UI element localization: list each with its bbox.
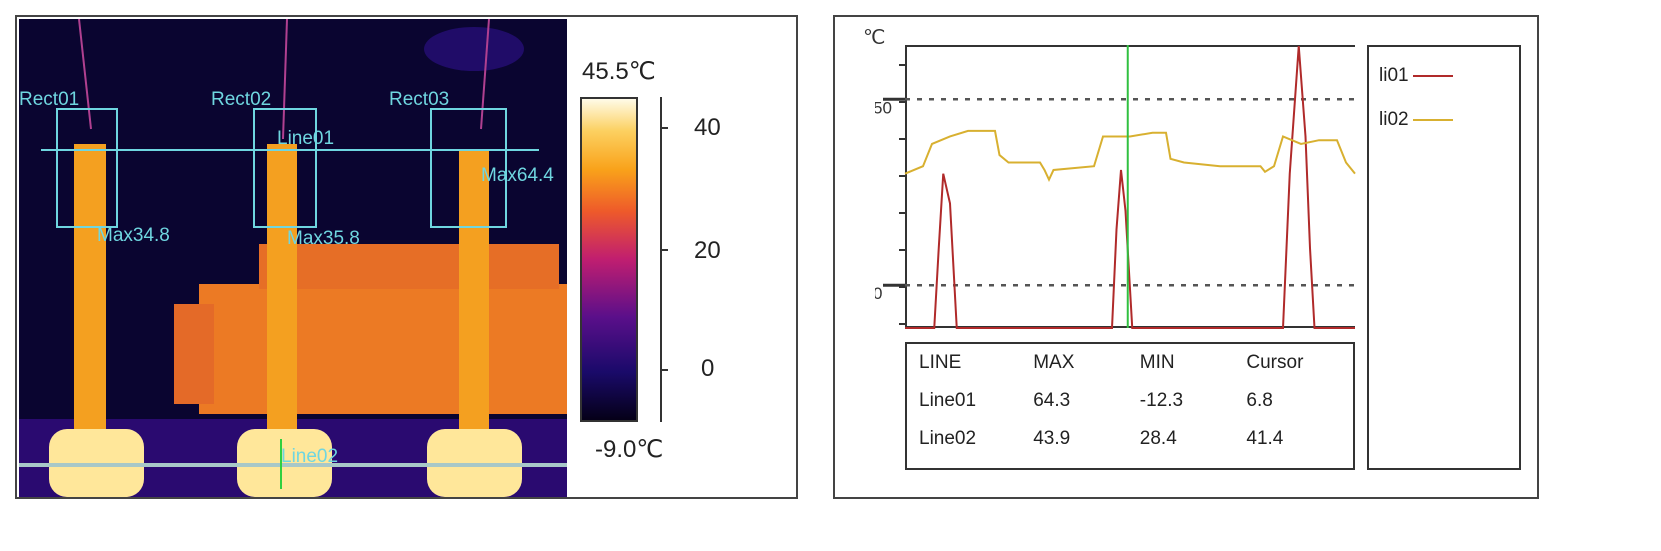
legend-item-li02: li02: [1379, 109, 1453, 131]
legend-label: li01: [1379, 65, 1409, 86]
series-line-li02: [904, 129, 1356, 182]
scale-tick: 40: [694, 114, 721, 141]
column-header: LINE: [919, 352, 962, 373]
profile-plot[interactable]: [905, 45, 1355, 328]
max-label: Max64.4: [481, 165, 554, 186]
cell: 64.3: [1033, 390, 1071, 411]
y-axis-unit: ℃: [863, 27, 886, 49]
line-label: Line02: [281, 446, 338, 467]
legend-item-li01: li01: [1379, 65, 1453, 87]
region-label: Rect01: [19, 89, 79, 110]
chart-legend: li01 li02: [1367, 45, 1521, 470]
table-header: LINE MAX MIN Cursor: [907, 344, 1353, 382]
color-scale-bar: [580, 97, 638, 422]
thermal-image[interactable]: Rect01 Rect02 Rect03 Max34.8 Max35.8 Max…: [19, 19, 567, 497]
max-label: Max35.8: [287, 228, 360, 249]
stats-table: LINE MAX MIN Cursor Line01 64.3 -12.3 6.…: [905, 342, 1355, 470]
legend-swatch: [1412, 119, 1453, 121]
line-label: Line01: [277, 128, 334, 149]
cell: 28.4: [1139, 428, 1177, 449]
column-header: MIN: [1139, 352, 1175, 373]
max-label: Max34.8: [97, 225, 170, 246]
table-row: Line01 64.3 -12.3 6.8: [907, 382, 1353, 420]
cell: Line01: [919, 390, 977, 411]
y-tick-label: 50: [875, 98, 892, 117]
region-label: Rect02: [211, 89, 271, 110]
y-tick-label: 0: [875, 284, 882, 303]
column-header: MAX: [1033, 352, 1075, 373]
cell: 43.9: [1033, 428, 1071, 449]
cell: 41.4: [1246, 428, 1284, 449]
thermal-image-panel: Rect01 Rect02 Rect03 Max34.8 Max35.8 Max…: [15, 15, 798, 499]
profile-chart: 50 0: [875, 45, 1356, 329]
column-header: Cursor: [1246, 352, 1304, 373]
series-line-li01: [905, 46, 1355, 329]
scale-tick: 20: [694, 237, 721, 264]
max-temp-label: 45.5℃: [582, 58, 656, 85]
cell: 6.8: [1246, 390, 1273, 411]
min-temp-label: -9.0℃: [595, 436, 664, 463]
scale-tick: 0: [701, 355, 715, 382]
legend-swatch: [1412, 75, 1453, 77]
color-scale-axis: [660, 97, 662, 422]
cell: -12.3: [1139, 390, 1184, 411]
region-label: Rect03: [389, 89, 449, 110]
cell: Line02: [919, 428, 977, 449]
table-row: Line02 43.9 28.4 41.4: [907, 420, 1353, 458]
line-profile-panel: ℃ 50 0 LINE MAX MIN Cursor Line01 64.3 -1…: [833, 15, 1539, 499]
legend-label: li02: [1379, 109, 1409, 130]
